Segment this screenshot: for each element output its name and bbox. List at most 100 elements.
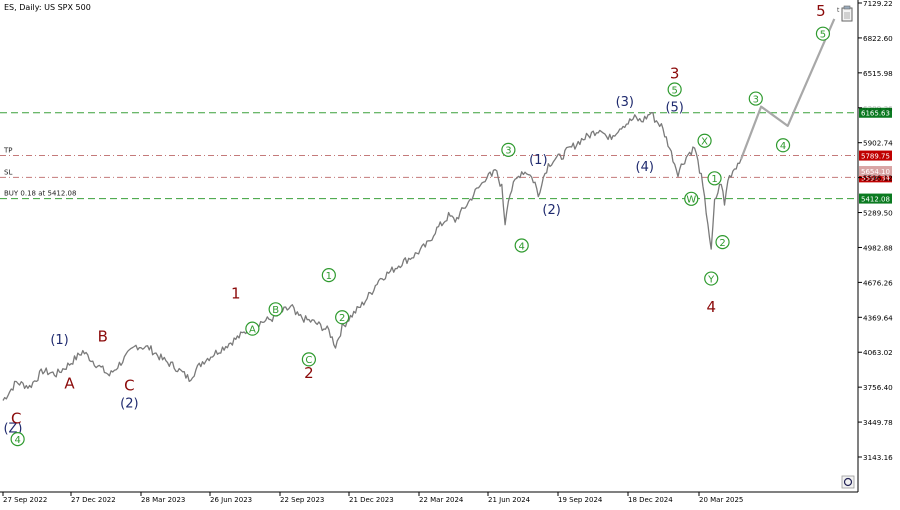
time-tick-label-8: 19 Sep 2024 [558,496,603,504]
wave-label-30-ring [748,91,763,106]
wave-label-24: X [701,137,708,148]
price-tick-label-3: 6209.36 [863,104,893,113]
price-tick-label-2: 6515.98 [863,69,893,78]
price-tick-label-10: 4063.02 [863,348,893,357]
wave-label-15: 3 [505,146,511,157]
price-tick-label-0: 7129.22 [863,0,893,8]
price-series-line [2,111,742,401]
wave-label-32-ring [815,26,831,41]
wave-label-27: 2 [719,238,725,249]
wave-label-1: 4 [14,435,20,446]
price-axis: 7129.22 6822.60 6515.98 6209.36 5902.74 5596.… [858,0,893,462]
wave-label-15-ring [501,142,516,157]
wave-label-28: Y [707,274,715,285]
wave-label-22-ring [667,82,682,97]
wave-label-9: A [249,324,256,335]
wave-label-27-ring [715,234,730,250]
levels-layer: TP 5789.75 SL 5598.34 BUY 0.18 at 5412.08 541… [0,107,892,204]
wave-label-31: 4 [780,141,786,152]
level-badge-sl [859,172,892,183]
time-tick-label-4: 22 Sep 2023 [280,496,324,504]
wave-label-10: B [272,305,279,316]
wave-label-30: 3 [753,94,759,105]
price-tick-label-7: 4982.88 [863,243,893,252]
wave-label-23: 3 [670,65,680,83]
time-tick-label-7: 21 Jun 2024 [488,496,531,504]
wave-label-24-ring [697,133,712,148]
level-badge-text-target: 6165.63 [861,110,890,118]
wave-label-31-ring [775,138,791,153]
wave-label-19: (3) [616,95,634,110]
price-tick-label-5: 5596.12 [863,174,893,183]
time-tick-label-3: 26 Jun 2023 [210,496,252,504]
wave-label-18: (2) [542,203,560,218]
wave-label-16: 4 [519,241,525,252]
wave-label-9-ring [245,321,260,336]
wave-label-29: 4 [706,298,716,316]
level-badge-text-buy: 5412.08 [861,196,890,204]
time-tick-label-1: 27 Dec 2022 [71,496,116,504]
wave-label-12: 2 [304,364,314,382]
time-tick-label-5: 21 Dec 2023 [349,496,394,504]
wave-label-14: 2 [339,313,345,324]
time-tick-label-2: 28 Mar 2023 [141,496,185,504]
wave-label-26: 1 [711,174,717,185]
current-price-badge-text: 5654.10 [861,168,890,176]
price-tick-label-9: 4369.64 [863,313,893,322]
level-label-sl: SL [4,168,12,176]
time-tick-label-10: 20 Mar 2025 [699,496,743,504]
wave-label-5: B [98,328,108,346]
wave-label-7: (2) [120,397,138,412]
wave-label-16-ring [514,238,529,253]
wave-label-1-ring [10,432,25,447]
wave-label-10-ring [268,302,283,317]
wave-label-6: C [124,377,134,395]
wave-label-21: (5) [665,101,683,116]
level-badge-text-tp: 5789.75 [861,153,890,161]
price-tick-label-12: 3449.78 [863,418,893,427]
time-axis: 27 Sep 2022 27 Dec 2022 28 Mar 2023 26 Jun … [2,492,743,504]
level-label-buy: BUY 0.18 at 5412.08 [4,190,76,198]
wave-label-32: 5 [820,29,826,40]
plot-area [0,0,858,492]
autoscale-button[interactable] [841,475,855,489]
wave-label-20: (4) [636,160,654,175]
wave-label-33: 5 [816,2,826,20]
wave-label-13-ring [321,268,336,283]
level-label-tp: TP [3,147,13,155]
projection-line [740,18,836,160]
wave-label-11-ring [301,352,316,367]
wave-label-25: W [686,195,696,206]
level-badge-tp [859,150,892,161]
level-badge-buy [859,193,892,204]
chart-title: ES, Daily: US SPX 500 [4,3,91,12]
current-price-badge [859,166,892,177]
wave-label-14-ring [335,310,350,325]
wave-label-13: 1 [326,271,332,282]
wave-label-22: 5 [671,85,677,96]
wave-label-3: (1) [50,333,68,348]
wave-label-11: C [305,355,312,366]
series-layer [2,18,836,401]
clipboard-icon[interactable] [841,5,853,22]
price-tick-label-1: 6822.60 [863,34,893,43]
wave-label-26-ring [707,171,722,186]
level-badge-text-sl: 5598.34 [861,174,890,182]
price-tick-label-8: 4676.26 [863,278,893,287]
time-tick-label-6: 22 Mar 2024 [419,496,464,504]
wave-label-28-ring [704,271,719,286]
time-tick-label-9: 18 Dec 2024 [628,496,673,504]
tick-marker-icon: t [837,7,840,14]
price-tick-label-13: 3143.16 [863,453,893,462]
wave-label-4: A [64,374,75,392]
price-tick-label-11: 3756.40 [863,383,893,392]
wave-label-25-ring [684,191,699,206]
level-badge-target [859,107,892,118]
price-tick-label-6: 5289.50 [863,209,893,218]
wave-label-8: 1 [231,284,241,302]
time-tick-label-0: 27 Sep 2022 [3,496,47,504]
wave-label-2: C [11,410,21,428]
wave-labels-layer: (Z)4C(1)ABC(2)1ABC21234(1)(2)(3)(4)(5)53… [3,2,831,447]
